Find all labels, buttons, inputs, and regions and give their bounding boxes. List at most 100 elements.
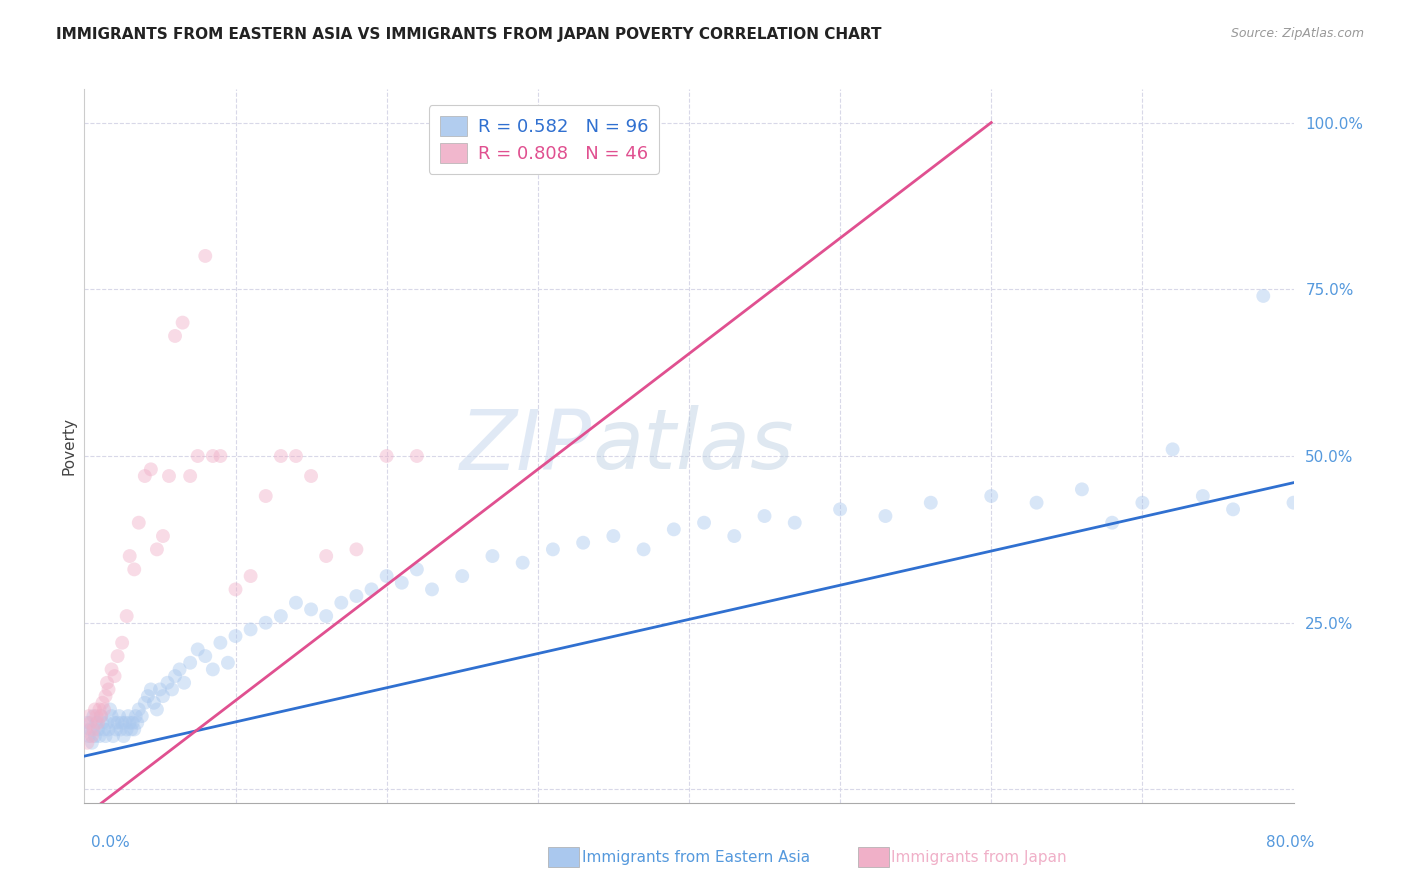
Point [160, 682, 183, 697]
Point [110, 723, 132, 737]
Point [105, 723, 128, 737]
Point [830, 502, 852, 516]
Point [86, 715, 108, 730]
Point [270, 449, 292, 463]
Point [179, 656, 201, 670]
Text: 80.0%: 80.0% [1267, 836, 1315, 850]
Text: 0.0%: 0.0% [91, 836, 131, 850]
Point [375, 449, 398, 463]
Point [194, 649, 217, 664]
Point [107, 715, 129, 730]
Point [77, 729, 100, 743]
Point [134, 696, 156, 710]
Point [602, 529, 624, 543]
Point [120, 723, 142, 737]
Point [346, 589, 368, 603]
Point [693, 516, 716, 530]
Point [1312, 522, 1334, 536]
Point [108, 709, 131, 723]
Point [783, 516, 806, 530]
Point [75, 723, 97, 737]
Point [239, 623, 262, 637]
Point [1101, 516, 1123, 530]
Point [80, 729, 103, 743]
Point [89, 729, 111, 743]
Point [118, 549, 141, 563]
Point [97, 682, 120, 697]
Point [1343, 483, 1365, 497]
Point [420, 582, 443, 597]
Point [980, 489, 1002, 503]
Point [225, 629, 247, 643]
Point [115, 723, 138, 737]
Point [93, 723, 115, 737]
Point [187, 449, 209, 463]
Point [754, 509, 776, 524]
Y-axis label: Poverty: Poverty [60, 417, 76, 475]
Text: Source: ZipAtlas.com: Source: ZipAtlas.com [1230, 27, 1364, 40]
Point [163, 669, 186, 683]
Point [239, 569, 262, 583]
Point [201, 662, 224, 676]
Point [662, 522, 685, 536]
Point [114, 715, 136, 730]
Point [152, 529, 174, 543]
Point [104, 669, 127, 683]
Point [96, 715, 118, 730]
Point [163, 329, 186, 343]
Point [118, 715, 141, 730]
Point [391, 575, 413, 590]
Legend: R = 0.582   N = 96, R = 0.808   N = 46: R = 0.582 N = 96, R = 0.808 N = 46 [429, 105, 659, 174]
Point [284, 596, 308, 610]
Point [77, 709, 100, 723]
Point [1161, 442, 1184, 457]
Point [107, 649, 129, 664]
Point [299, 469, 322, 483]
Point [152, 689, 174, 703]
Point [1130, 496, 1153, 510]
Point [128, 516, 150, 530]
Point [299, 602, 322, 616]
Text: IMMIGRANTS FROM EASTERN ASIA VS IMMIGRANTS FROM JAPAN POVERTY CORRELATION CHART: IMMIGRANTS FROM EASTERN ASIA VS IMMIGRAN… [56, 27, 882, 42]
Point [79, 723, 101, 737]
Point [375, 569, 398, 583]
Point [121, 715, 143, 730]
Point [209, 449, 232, 463]
Point [254, 615, 277, 630]
Point [79, 715, 101, 730]
Point [723, 529, 745, 543]
Point [201, 449, 224, 463]
Point [86, 709, 108, 723]
Point [87, 715, 110, 730]
Point [142, 696, 165, 710]
Point [1191, 489, 1213, 503]
Point [194, 249, 217, 263]
Point [89, 702, 111, 716]
Point [157, 469, 180, 483]
Point [104, 715, 127, 730]
Text: atlas: atlas [592, 406, 794, 486]
Point [90, 709, 112, 723]
Point [633, 542, 655, 557]
Point [101, 729, 124, 743]
Point [541, 542, 564, 557]
Point [315, 549, 337, 563]
Text: Immigrants from Eastern Asia: Immigrants from Eastern Asia [582, 850, 810, 864]
Point [481, 549, 503, 563]
Point [90, 709, 112, 723]
Point [91, 715, 114, 730]
Point [572, 535, 595, 549]
Point [91, 696, 114, 710]
Point [96, 675, 118, 690]
Point [87, 723, 110, 737]
Point [84, 729, 107, 743]
Point [146, 702, 169, 716]
Point [134, 469, 156, 483]
Point [117, 709, 139, 723]
Point [146, 542, 169, 557]
Point [136, 689, 159, 703]
Point [128, 702, 150, 716]
Point [173, 675, 195, 690]
Point [270, 609, 292, 624]
Point [920, 496, 942, 510]
